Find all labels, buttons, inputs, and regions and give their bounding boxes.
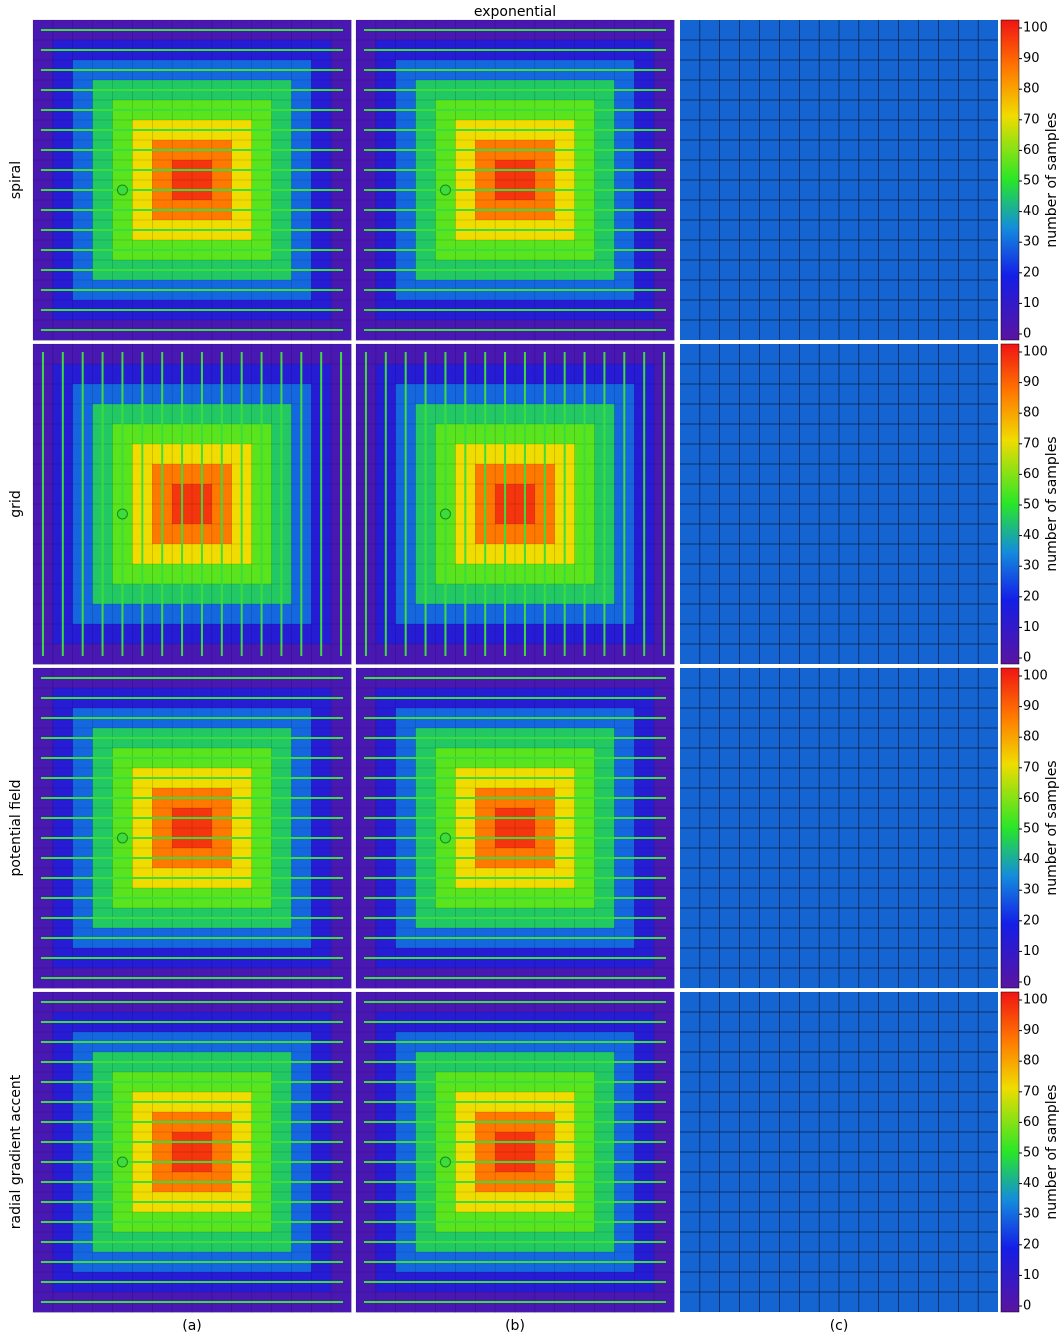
row-label: spiral (8, 161, 24, 199)
start-point (439, 508, 451, 520)
column-label: (c) (830, 1318, 849, 1334)
colorbar-tick-label: 80 (1023, 1054, 1040, 1069)
colorbar-tick-label: 70 (1023, 436, 1040, 451)
colorbar (1000, 667, 1020, 989)
colorbar-tick-label: 60 (1023, 143, 1040, 158)
colorbar-tick-label: 60 (1023, 1115, 1040, 1130)
colorbar-tick-label: 10 (1023, 296, 1040, 311)
row-label: potential field (8, 780, 24, 877)
colorbar-tick-label: 0 (1023, 327, 1031, 342)
colorbar-label: number of samples (1044, 760, 1060, 895)
row-label: grid (8, 490, 24, 517)
colorbar-tick-label: 40 (1023, 852, 1040, 867)
colorbar-tick-label: 10 (1023, 620, 1040, 635)
colorbar-tick-label: 30 (1023, 235, 1040, 250)
colorbar-tick-label: 90 (1023, 51, 1040, 66)
start-point (439, 832, 451, 844)
colorbar (1000, 991, 1020, 1313)
colorbar-label: number of samples (1044, 436, 1060, 571)
colorbar-tick-label: 10 (1023, 944, 1040, 959)
start-point (439, 184, 451, 196)
colorbar-tick-label: 20 (1023, 913, 1040, 928)
colorbar-tick-label: 40 (1023, 528, 1040, 543)
colorbar-tick-label: 30 (1023, 883, 1040, 898)
colorbar-tick-label: 40 (1023, 1176, 1040, 1191)
colorbar-tick-label: 90 (1023, 375, 1040, 390)
column-label: (a) (182, 1318, 202, 1334)
colorbar-tick-label: 100 (1023, 993, 1048, 1008)
colorbar-tick-label: 30 (1023, 1207, 1040, 1222)
colorbar-tick-label: 80 (1023, 730, 1040, 745)
colorbar-tick-label: 80 (1023, 82, 1040, 97)
colorbar-tick-label: 90 (1023, 699, 1040, 714)
colorbar-tick-label: 10 (1023, 1268, 1040, 1283)
colorbar-tick-label: 50 (1023, 1146, 1040, 1161)
column-label: (b) (505, 1318, 525, 1334)
start-point (116, 1156, 128, 1168)
colorbar-tick-label: 0 (1023, 975, 1031, 990)
colorbar-tick-label: 100 (1023, 669, 1048, 684)
colorbar-tick-label: 50 (1023, 822, 1040, 837)
colorbar-tick-label: 20 (1023, 1237, 1040, 1252)
start-point (116, 508, 128, 520)
colorbar (1000, 343, 1020, 665)
colorbar-tick-label: 100 (1023, 345, 1048, 360)
colorbar (1000, 19, 1020, 341)
colorbar-tick-label: 60 (1023, 467, 1040, 482)
figure-title: exponential (474, 4, 556, 20)
colorbar-label: number of samples (1044, 1084, 1060, 1219)
colorbar-tick-label: 50 (1023, 174, 1040, 189)
colorbar-tick-label: 0 (1023, 1299, 1031, 1314)
start-point (116, 832, 128, 844)
colorbar-tick-label: 20 (1023, 265, 1040, 280)
start-point (116, 184, 128, 196)
colorbar-tick-label: 40 (1023, 204, 1040, 219)
colorbar-tick-label: 60 (1023, 791, 1040, 806)
colorbar-tick-label: 20 (1023, 589, 1040, 604)
row-label: radial gradient accent (8, 1074, 24, 1229)
colorbar-tick-label: 30 (1023, 559, 1040, 574)
colorbar-tick-label: 80 (1023, 406, 1040, 421)
colorbar-tick-label: 70 (1023, 112, 1040, 127)
colorbar-tick-label: 50 (1023, 498, 1040, 513)
colorbar-tick-label: 0 (1023, 651, 1031, 666)
start-point (439, 1156, 451, 1168)
colorbar-tick-label: 70 (1023, 1084, 1040, 1099)
colorbar-label: number of samples (1044, 112, 1060, 247)
colorbar-tick-label: 90 (1023, 1023, 1040, 1038)
colorbar-tick-label: 70 (1023, 760, 1040, 775)
colorbar-tick-label: 100 (1023, 21, 1048, 36)
